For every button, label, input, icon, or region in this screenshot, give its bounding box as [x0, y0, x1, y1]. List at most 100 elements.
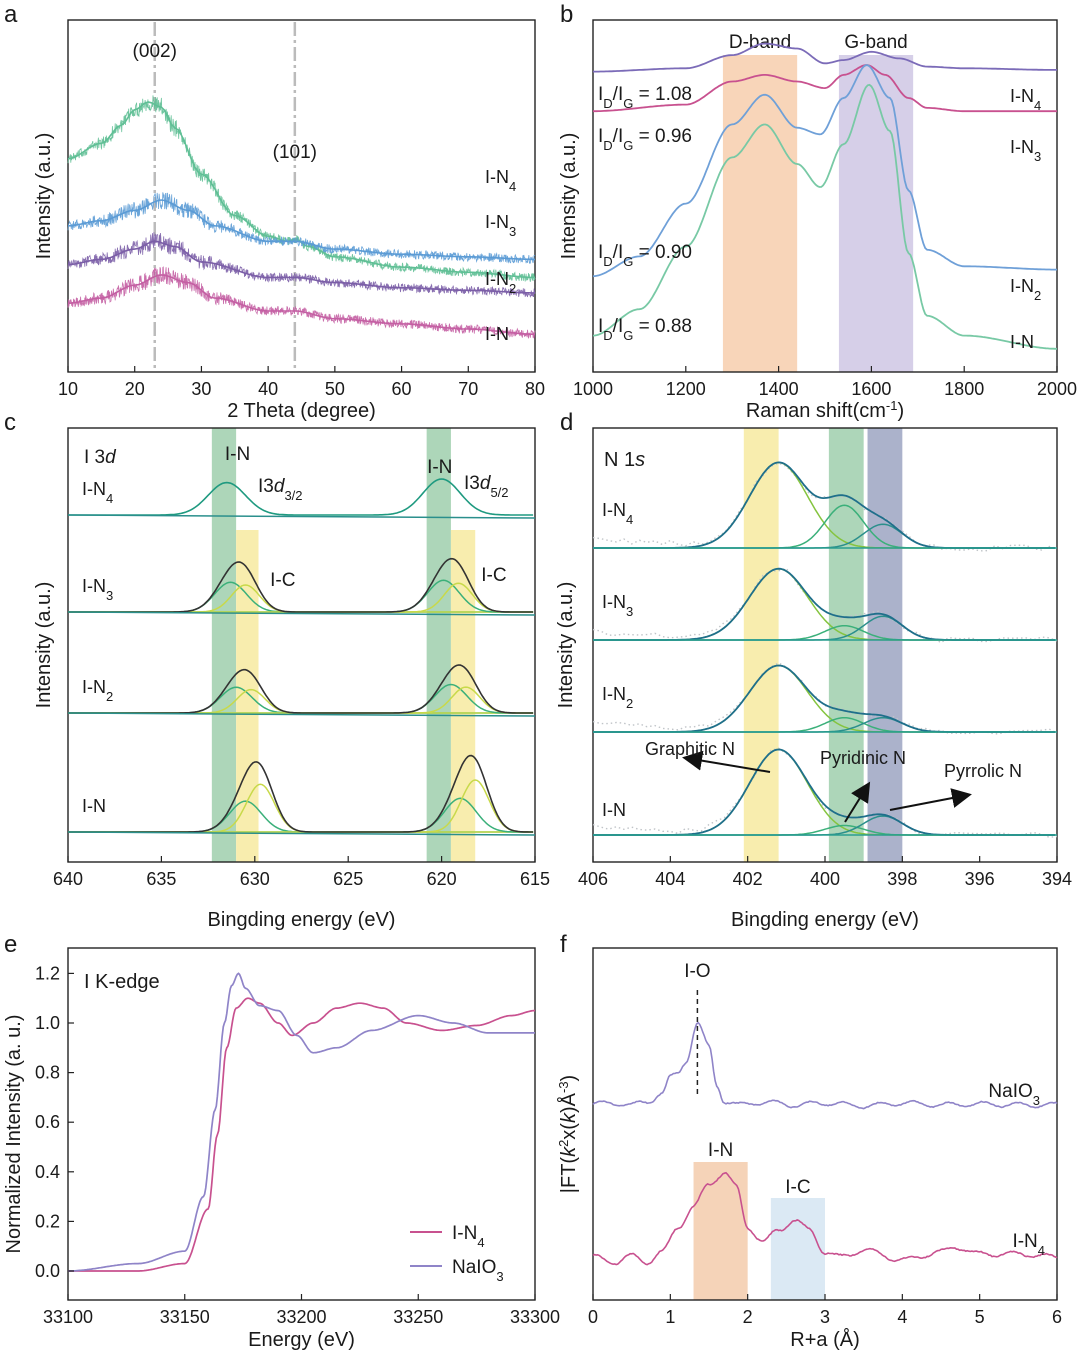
- series-label: NaIO3: [988, 1081, 1040, 1108]
- x-tick-label: 398: [887, 869, 917, 889]
- y-tick-label: 0.8: [35, 1063, 60, 1083]
- x-tick-label: 33100: [43, 1307, 93, 1327]
- x-tick-label: 635: [146, 869, 176, 889]
- x-tick-label: 1800: [944, 379, 984, 399]
- x-tick-label: 33200: [276, 1307, 326, 1327]
- peak-label-3-2-part: d: [274, 476, 286, 497]
- y-axis-title-part: |FT(: [558, 1157, 580, 1194]
- band-label: D-band: [729, 32, 791, 53]
- series-label-part: I-N: [1012, 1231, 1037, 1252]
- series-label-part: 3: [509, 224, 516, 239]
- series-label: I-N4: [1010, 86, 1041, 113]
- ratio-label-part: G: [623, 138, 633, 153]
- panel-letter: d: [560, 409, 573, 436]
- envelope-i-n4: [593, 461, 1056, 549]
- series-label-part: I-N: [485, 167, 509, 187]
- panel-e: e 0.0 0.2 0.4 0.6 0.8 1.0 1.2 33100 33150 33200 332…: [3, 931, 560, 1351]
- series-line-i-n3: [593, 64, 1057, 113]
- raw-data-dots: [592, 462, 1058, 552]
- band-label: G-band: [844, 32, 907, 53]
- peak-label-5-2: I3d5/2: [464, 473, 509, 500]
- x-tick-label: 2000: [1037, 379, 1077, 399]
- panel-title: I K-edge: [84, 971, 160, 993]
- y-axis-title-part: Intensity (a.u.): [558, 133, 580, 260]
- x-tick-label: 2: [743, 1307, 753, 1327]
- series-label-part: 2: [1034, 288, 1041, 303]
- x-axis-title-part: ): [897, 400, 904, 422]
- y-axis-title-part: k: [558, 1112, 580, 1123]
- y-axis-title-part: Intensity (a.u.): [555, 582, 577, 709]
- y-axis-title-part: -3: [556, 1081, 571, 1093]
- ratio-label-part: D: [603, 96, 612, 111]
- y-axis-title: |FT(k2x(k)Å-3): [556, 1075, 581, 1193]
- component-curve: [593, 461, 1056, 549]
- ratio-label-part: = 0.96: [633, 126, 692, 147]
- x-tick-label: 640: [53, 869, 83, 889]
- series-label-part: 4: [1038, 1243, 1045, 1258]
- ratio-label-part: G: [623, 96, 633, 111]
- series-line-i-n: [592, 83, 1057, 350]
- x-tick-label: 402: [733, 869, 763, 889]
- series-label-part: I-N: [602, 684, 626, 704]
- x-tick-label: 620: [427, 869, 457, 889]
- series-label: I-N: [82, 796, 106, 816]
- series-smooth-i-n: [67, 274, 535, 335]
- series-smooth-i-n3: [67, 199, 535, 261]
- panel-letter: e: [4, 931, 17, 958]
- annotation-101: (101): [273, 142, 317, 163]
- band-label-in: I-N: [708, 1140, 733, 1161]
- x-tick-label: 20: [125, 379, 145, 399]
- x-axis-title: Energy (eV): [248, 1329, 355, 1351]
- panel-letter: f: [560, 931, 567, 958]
- panel-letter: a: [4, 1, 18, 28]
- y-axis-title: Normalized Intensity (a. u.): [3, 1015, 25, 1254]
- series-label: I-N2: [602, 684, 633, 711]
- y-axis-title: Intensity (a.u.): [33, 582, 55, 709]
- y-tick-label: 0.2: [35, 1211, 60, 1231]
- band-d-band: [722, 55, 798, 372]
- band-label-in: I-N: [225, 444, 250, 465]
- series-label-part: 3: [1034, 149, 1041, 164]
- ratio-label-part: /I: [613, 242, 624, 263]
- x-tick-label: 6: [1052, 1307, 1062, 1327]
- y-tick-label: 0.6: [35, 1112, 60, 1132]
- series-label-part: 4: [626, 512, 633, 527]
- series-label-part: 3: [626, 604, 633, 619]
- panel-a: aI-N4I-N3I-N2I-N(002)(101)10 20 30 40 50 60 70…: [4, 1, 545, 422]
- x-tick-label: 1000: [573, 379, 613, 399]
- x-tick-label: 33300: [510, 1307, 560, 1327]
- panel-title: N 1s: [604, 449, 645, 471]
- ratio-label: ID/IG = 0.96: [598, 126, 692, 153]
- band-pyridinic-n: [828, 428, 864, 862]
- legend-label-part: 3: [496, 1269, 503, 1284]
- x-tick-label: 70: [458, 379, 478, 399]
- ratio-label: ID/IG = 1.08: [598, 84, 692, 111]
- x-tick-label: 33150: [160, 1307, 210, 1327]
- panel-letter: b: [560, 1, 573, 28]
- series-label-part: I-N: [485, 269, 509, 289]
- band-i-n: [211, 428, 237, 862]
- component-curve: [593, 523, 1056, 549]
- series-label-part: I-N: [602, 592, 626, 612]
- series-label: I-N4: [1012, 1231, 1045, 1258]
- ratio-label-part: = 0.90: [633, 242, 692, 263]
- x-axis-title: 2 Theta (degree): [227, 400, 376, 422]
- x-axis-title: Bingding energy (eV): [208, 909, 396, 931]
- panel-title-part: I 3: [84, 447, 105, 468]
- y-axis-title-part: Normalized Intensity (a. u.): [3, 1015, 25, 1254]
- raw-data-dots: [592, 747, 1058, 839]
- y-axis-title-part: 2: [556, 1140, 571, 1147]
- component-curve: [593, 815, 1056, 836]
- x-tick-label: 1600: [851, 379, 891, 399]
- component-curve: [593, 568, 1056, 641]
- panel-a-frame: [67, 19, 536, 373]
- series-line-i-n4: [592, 1171, 1058, 1266]
- x-tick-label: 396: [965, 869, 995, 889]
- series-label-part: 4: [106, 491, 113, 506]
- ratio-label-part: /I: [613, 84, 624, 105]
- series-smooth-i-n2: [67, 240, 535, 294]
- series-label: I-N4: [82, 479, 113, 506]
- x-tick-label: 406: [578, 869, 608, 889]
- ratio-label-part: = 0.88: [633, 316, 692, 337]
